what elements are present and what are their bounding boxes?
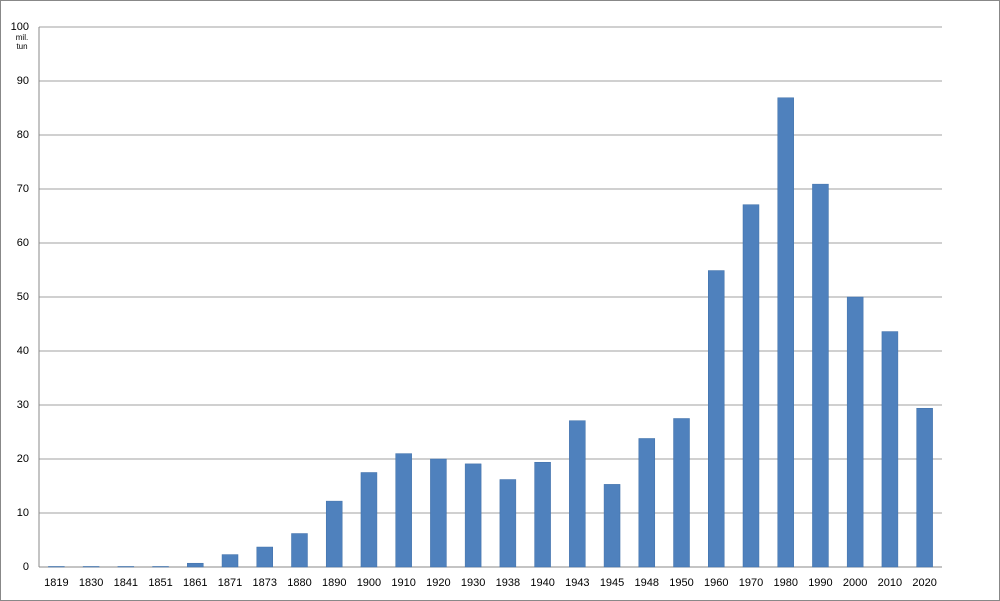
x-tick-label: 1873: [253, 577, 277, 589]
y-tick-label: 40: [17, 345, 29, 357]
bar: [812, 183, 829, 568]
x-tick-label: 1900: [357, 577, 381, 589]
y-tick-label: 20: [17, 453, 29, 465]
x-tick-label: 1950: [669, 577, 693, 589]
bar: [187, 562, 204, 568]
bar: [569, 420, 586, 568]
x-tick-label: 1910: [391, 577, 415, 589]
bar: [673, 418, 690, 568]
bar: [742, 204, 760, 568]
bar: [256, 546, 273, 568]
x-tick-label: 1938: [496, 577, 520, 589]
x-tick-label: 1990: [808, 577, 832, 589]
x-tick-label: 1945: [600, 577, 624, 589]
y-tick-label: 90: [17, 75, 29, 87]
bar: [291, 533, 308, 568]
x-tick-label: 1851: [148, 577, 172, 589]
x-tick-label: 1861: [183, 577, 207, 589]
y-tick-label: 10: [17, 507, 29, 519]
bar: [325, 500, 343, 568]
bar: [603, 484, 621, 568]
x-tick-label: 1841: [114, 577, 138, 589]
y-tick-label: 80: [17, 129, 29, 141]
bar: [846, 296, 864, 568]
y-tick-label: 30: [17, 399, 29, 411]
bar: [82, 566, 100, 568]
x-tick-label: 1943: [565, 577, 589, 589]
x-tick-label: 1920: [426, 577, 450, 589]
bar: [881, 331, 899, 568]
x-tick-label: 1930: [461, 577, 485, 589]
x-tick-label: 1948: [635, 577, 659, 589]
bar: [152, 566, 169, 568]
y-tick-label: 0: [23, 561, 29, 573]
bar: [360, 472, 378, 568]
x-tick-label: 1960: [704, 577, 728, 589]
x-tick-label: 1871: [218, 577, 242, 589]
bar: [916, 407, 933, 568]
x-tick-label: 1890: [322, 577, 346, 589]
bar: [221, 554, 239, 568]
y-tick-label: 100: [11, 21, 29, 33]
bar: [464, 463, 482, 568]
x-tick-label: 1819: [44, 577, 68, 589]
y-tick-label: 70: [17, 183, 29, 195]
bar: [395, 453, 412, 568]
bar: [534, 461, 551, 568]
x-tick-label: 2010: [878, 577, 902, 589]
x-tick-label: 1980: [773, 577, 797, 589]
y-tick-label: 50: [17, 291, 29, 303]
bar: [638, 438, 656, 568]
bar: [777, 97, 794, 568]
x-tick-label: 1940: [530, 577, 554, 589]
bar: [708, 270, 725, 568]
bar: [499, 479, 517, 568]
x-tick-label: 1880: [287, 577, 311, 589]
x-tick-label: 2020: [912, 577, 936, 589]
bar: [48, 566, 65, 568]
y-axis-label: mil. tun: [15, 33, 29, 51]
x-tick-label: 2000: [843, 577, 867, 589]
bar: [430, 458, 447, 568]
x-tick-label: 1970: [739, 577, 763, 589]
bar: [117, 566, 135, 568]
y-tick-label: 60: [17, 237, 29, 249]
x-tick-label: 1830: [79, 577, 103, 589]
